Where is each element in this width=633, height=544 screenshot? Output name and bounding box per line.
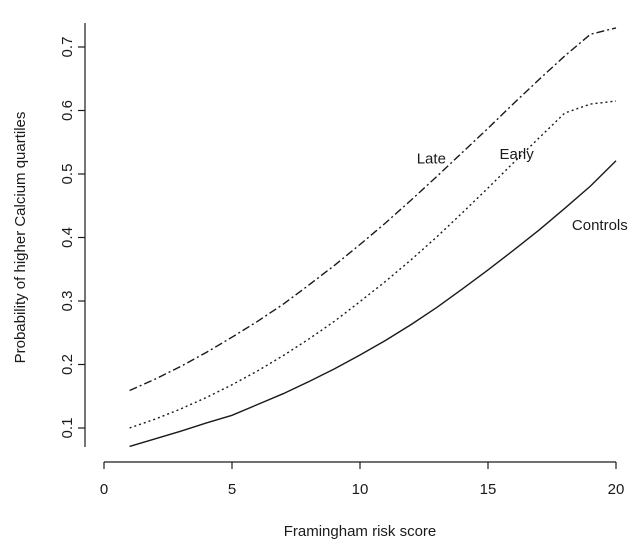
x-tick-label: 5	[228, 481, 236, 498]
series-label-controls: Controls	[572, 217, 628, 234]
y-tick-label: 0.5	[59, 164, 76, 185]
x-tick-label: 10	[352, 481, 369, 498]
y-axis-ticks: 0.1 0.2 0.3 0.4 0.5 0.6 0.7	[59, 37, 85, 439]
series-line-controls	[129, 160, 617, 448]
y-tick-label: 0.7	[59, 37, 76, 58]
x-tick-label: 15	[480, 481, 497, 498]
y-tick-label: 0.1	[59, 418, 76, 439]
y-axis-title: Probability of higher Calcium quartiles	[12, 112, 29, 364]
x-axis-title: Framingham risk score	[284, 523, 437, 540]
x-tick-label: 0	[100, 481, 108, 498]
x-axis-ticks: 0 5 10 15 20	[100, 462, 625, 498]
plot-lines	[129, 27, 617, 448]
y-tick-label: 0.6	[59, 100, 76, 121]
series-labels: Late Early Controls	[417, 146, 628, 234]
series-label-early: Early	[500, 146, 535, 163]
series-line-late	[129, 27, 617, 392]
y-tick-label: 0.3	[59, 291, 76, 312]
y-tick-label: 0.4	[59, 227, 76, 248]
series-line-early	[129, 100, 617, 429]
y-tick-label: 0.2	[59, 354, 76, 375]
series-label-late: Late	[417, 151, 446, 168]
x-tick-label: 20	[608, 481, 625, 498]
axes: 0 5 10 15 20 0.1 0.2 0.3 0.4 0.5 0.6 0.7	[59, 22, 625, 498]
